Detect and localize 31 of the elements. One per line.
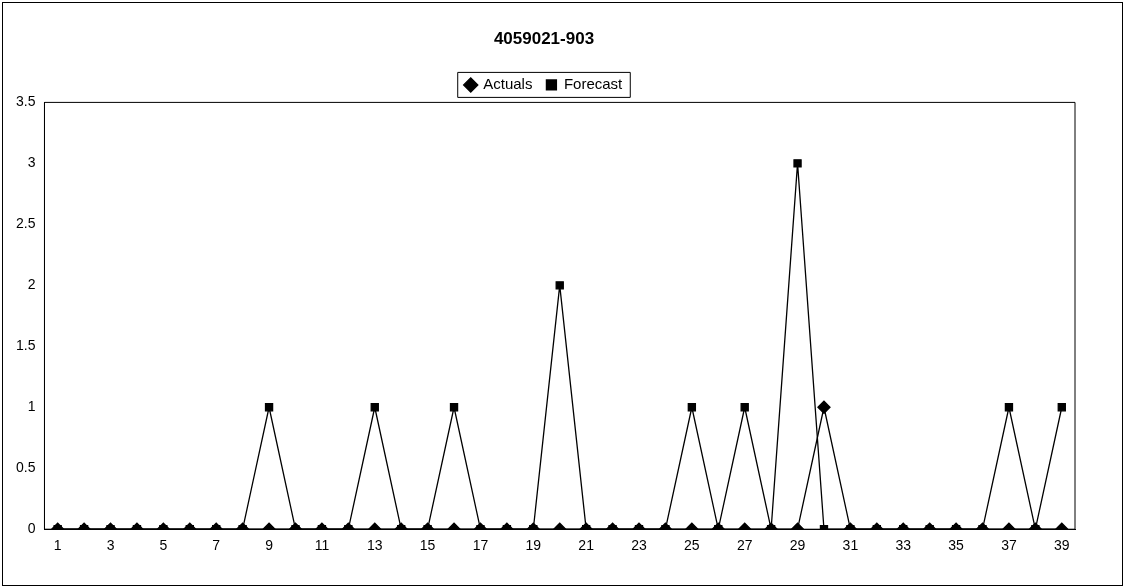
y-tick-label: 1 [27,398,36,415]
x-tick-label: 1 [53,537,62,554]
legend-label: Forecast [563,75,624,93]
x-tick-label: 31 [842,537,859,554]
x-tick-label: 21 [578,537,595,554]
y-tick-label: 1.5 [15,337,36,354]
x-tick-label: 17 [472,537,489,554]
chart-title: 4059021-903 [493,28,595,48]
x-tick-label: 25 [684,537,700,554]
x-tick-label: 29 [789,537,806,554]
x-tick-label: 7 [212,537,221,554]
x-tick-label: 11 [314,537,330,554]
x-tick-label: 35 [948,537,965,554]
x-tick-label: 3 [106,537,115,554]
legend-label: Actuals [483,75,533,93]
x-tick-label: 33 [895,537,912,554]
y-tick-label: 0 [27,520,36,537]
x-tick-label: 27 [736,537,753,554]
x-tick-label: 23 [631,537,647,554]
x-tick-label: 13 [366,537,383,554]
x-tick-label: 37 [1001,537,1017,554]
y-tick-label: 3.5 [15,93,36,110]
y-tick-label: 2.5 [15,215,36,232]
y-tick-label: 3 [27,154,36,171]
x-tick-label: 39 [1054,537,1070,554]
x-tick-label: 5 [159,537,168,554]
y-tick-label: 0.5 [15,459,36,476]
x-tick-label: 19 [525,537,542,554]
x-tick-label: 15 [419,537,436,554]
y-tick-label: 2 [27,276,36,293]
x-tick-label: 9 [265,537,274,554]
